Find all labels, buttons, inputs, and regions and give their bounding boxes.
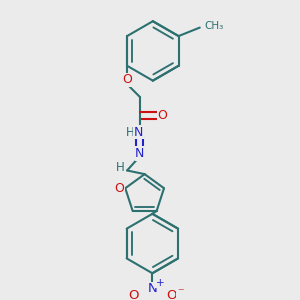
Text: N: N: [148, 282, 157, 295]
Text: N: N: [134, 126, 143, 139]
Text: H: H: [126, 126, 134, 139]
Text: H: H: [116, 160, 124, 174]
Text: +: +: [156, 278, 165, 288]
Text: ⁻: ⁻: [177, 286, 183, 299]
Text: O: O: [158, 109, 167, 122]
Text: N: N: [135, 147, 145, 160]
Text: O: O: [128, 290, 138, 300]
Text: CH₃: CH₃: [204, 21, 223, 31]
Text: O: O: [122, 74, 132, 86]
Text: O: O: [167, 290, 177, 300]
Text: O: O: [114, 182, 124, 195]
